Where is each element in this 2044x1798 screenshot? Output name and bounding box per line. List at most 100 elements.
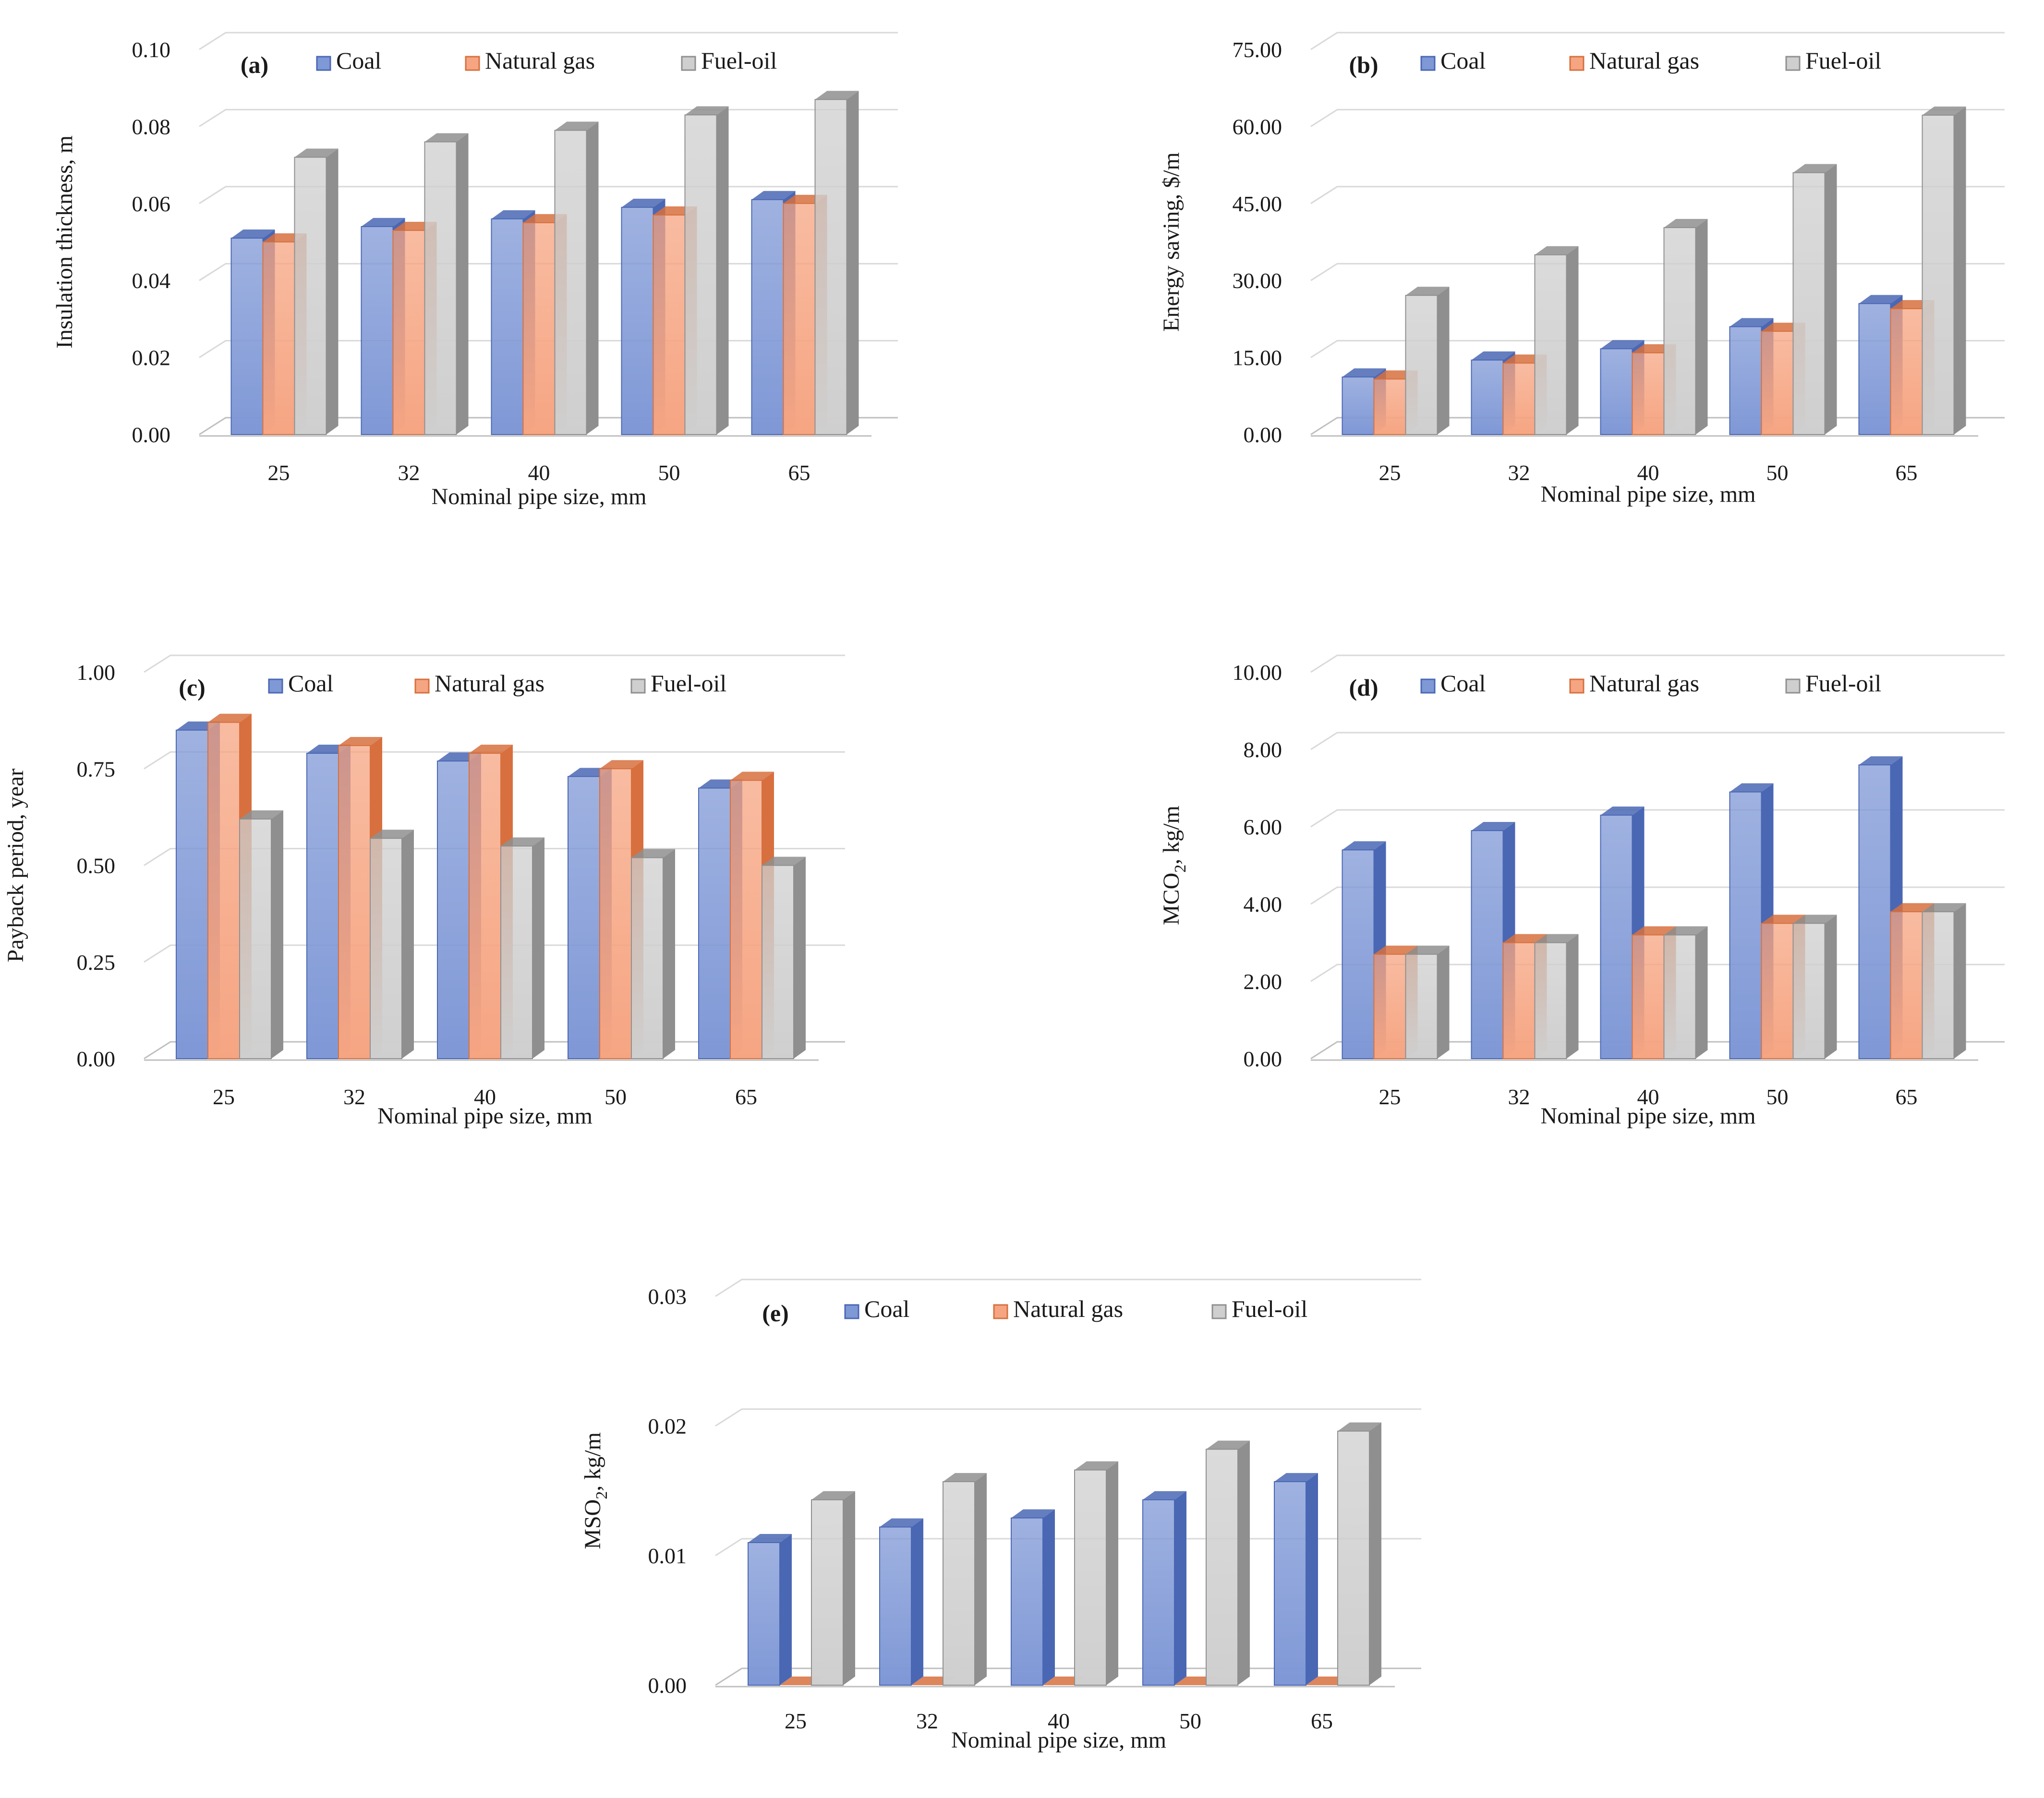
- legend-swatch-natural_gas: [1569, 56, 1584, 71]
- y-tick-label: 1.00: [77, 660, 116, 685]
- legend-swatch-natural_gas: [993, 1304, 1008, 1319]
- bar-front: [730, 780, 762, 1059]
- bar-front: [306, 753, 339, 1060]
- x-tick-label: 32: [1508, 1085, 1530, 1109]
- bar-front: [1922, 114, 1955, 435]
- y-tick-label: 4.00: [1244, 892, 1282, 917]
- bar-top: [339, 736, 382, 746]
- x-tick-label: 40: [1637, 1085, 1659, 1109]
- y-axis-title: MCO2, kg/m: [1159, 806, 1189, 925]
- y-axis-title-main: MCO: [1159, 873, 1184, 925]
- x-tick-label: 65: [1311, 1709, 1333, 1733]
- chart-panel-1: 0.00 0.02 0.04 0.06 0.08 0.10 25 32 40 50 65 Nomina…: [52, 32, 898, 509]
- bar-front: [1373, 953, 1406, 1060]
- bar-top: [491, 210, 535, 219]
- bar-top: [1374, 945, 1418, 954]
- y-tick-label: 30.00: [1233, 268, 1282, 293]
- bar-top: [1535, 246, 1579, 255]
- bar-front: [1405, 953, 1438, 1060]
- bar-fuel_oil-25: [239, 810, 283, 1060]
- bar-front: [783, 203, 816, 435]
- x-tick-label: 40: [1048, 1709, 1070, 1733]
- bar-side: [1954, 106, 1966, 435]
- bar-coal-65: [1858, 295, 1903, 435]
- bar-front: [392, 229, 425, 435]
- legend-label-coal: Coal: [1440, 47, 1486, 74]
- bar-front: [1502, 362, 1536, 435]
- chart-panel-2: 0.00 15.00 30.00 45.00 60.00 75.00 25 32 40 50 65 N…: [1159, 32, 2005, 507]
- bar-top: [231, 229, 275, 238]
- bar-top: [631, 849, 675, 858]
- panel-tag: (d): [1349, 674, 1378, 701]
- legend-swatch-natural_gas: [414, 678, 430, 694]
- bar-side: [716, 106, 729, 435]
- bar-fuel_oil-32: [424, 133, 469, 435]
- bar-front: [500, 845, 533, 1059]
- gridline: [715, 1667, 1421, 1686]
- bar-front: [1471, 830, 1504, 1060]
- bar-coal-50: [1142, 1491, 1186, 1686]
- bar-side: [780, 1534, 792, 1685]
- bar-top: [1011, 1509, 1055, 1518]
- bar-side: [326, 148, 339, 434]
- x-axis-title: Nominal pipe size, mm: [1541, 482, 1756, 507]
- bar-front: [684, 114, 717, 435]
- bar-front: [1142, 1499, 1175, 1686]
- bar-front: [1534, 942, 1567, 1059]
- y-axis-title: Payback period, year: [3, 769, 28, 963]
- legend-label-fuel_oil: Fuel-oil: [1805, 47, 1881, 74]
- bar-front: [1858, 303, 1891, 435]
- bar-fuel_oil-65: [762, 857, 806, 1059]
- y-tick-label: 8.00: [1244, 737, 1282, 762]
- bar-coal-40: [1011, 1509, 1055, 1686]
- y-tick-label: 0.06: [132, 192, 171, 216]
- bar-side: [586, 121, 599, 435]
- bar-front: [1632, 352, 1665, 435]
- bar-top: [1730, 783, 1774, 792]
- x-tick-label: 50: [1179, 1709, 1201, 1733]
- y-axis-title-subscript: 2: [593, 1491, 611, 1499]
- x-axis-title: Nominal pipe size, mm: [951, 1727, 1166, 1753]
- bar-front: [751, 199, 784, 435]
- bar-front: [469, 753, 501, 1060]
- bar-top: [1471, 351, 1515, 360]
- bar-top: [1859, 756, 1903, 765]
- bar-side: [1369, 1422, 1381, 1685]
- y-axis-title-unit: , kg/m: [1159, 806, 1184, 865]
- bar-fuel_oil-65: [1922, 903, 1966, 1059]
- bar-front: [814, 99, 847, 435]
- y-axis-title-main: MSO: [580, 1499, 605, 1549]
- x-tick-label: 65: [1896, 1085, 1918, 1109]
- bar-front: [522, 222, 556, 435]
- bar-front: [262, 241, 295, 435]
- panel-tag: (b): [1349, 51, 1378, 78]
- y-tick-label: 0.04: [132, 268, 171, 293]
- bar-front: [1206, 1448, 1238, 1686]
- bar-side: [1174, 1491, 1186, 1685]
- y-tick-label: 45.00: [1233, 192, 1282, 216]
- bar-top: [1274, 1473, 1318, 1482]
- legend-label-fuel_oil: Fuel-oil: [1232, 1295, 1307, 1322]
- legend-swatch-fuel_oil: [1785, 678, 1801, 694]
- bar-fuel_oil-40: [554, 121, 599, 435]
- y-tick-label: 2.00: [1244, 969, 1282, 994]
- legend-label-fuel_oil: Fuel-oil: [1805, 670, 1881, 697]
- legend-label-natural_gas: Natural gas: [1589, 47, 1699, 74]
- bar-fuel_oil-50: [684, 106, 729, 435]
- legend-label-coal: Coal: [288, 670, 333, 697]
- bar-side: [1566, 934, 1579, 1059]
- bar-top: [1922, 903, 1966, 912]
- bar-top: [815, 91, 859, 100]
- bar-top: [1405, 287, 1450, 296]
- legend-label-coal: Coal: [336, 47, 381, 74]
- y-tick-label: 10.00: [1233, 660, 1282, 685]
- bar-fuel_oil-25: [1405, 945, 1450, 1060]
- y-tick-label: 0.02: [132, 346, 171, 370]
- bar-top: [1342, 368, 1386, 377]
- bar-side: [1825, 915, 1837, 1059]
- bar-side: [975, 1473, 987, 1685]
- bar-top: [1471, 822, 1515, 831]
- bar-side: [1437, 945, 1450, 1059]
- bar-side: [532, 837, 544, 1059]
